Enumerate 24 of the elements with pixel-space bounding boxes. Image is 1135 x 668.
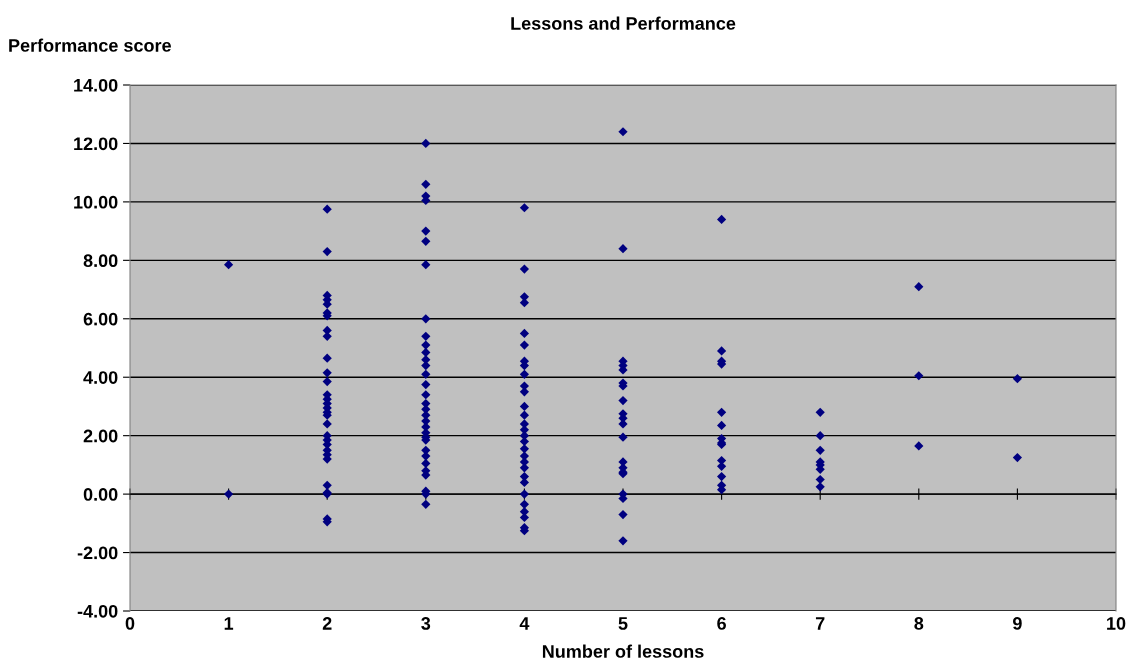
y-tick-label: 14.00 [74, 78, 118, 92]
y-tick-label: 10.00 [74, 195, 118, 209]
y-tick-label: -2.00 [77, 546, 118, 560]
x-tick-label: 3 [421, 617, 431, 630]
x-tick-label: 2 [322, 617, 332, 630]
x-tick-label: 5 [618, 617, 628, 630]
x-axis-title: Number of lessons [542, 644, 704, 658]
x-tick-label: 7 [815, 617, 825, 630]
x-tick-label: 8 [914, 617, 924, 630]
chart-title: Lessons and Performance [511, 16, 736, 30]
x-tick-label: 6 [717, 617, 726, 630]
x-tick-label: 10 [1107, 617, 1126, 630]
y-tick-label: 2.00 [83, 429, 118, 443]
y-tick-label: 4.00 [83, 371, 118, 384]
y-tick-label: 0.00 [83, 488, 118, 501]
x-tick-label: 4 [519, 617, 530, 630]
x-tick-label: 0 [125, 617, 135, 630]
y-tick-label: 12.00 [74, 137, 118, 151]
x-tick-label: 1 [224, 617, 234, 630]
x-tick-label: 9 [1013, 617, 1022, 630]
y-axis-title: Performance score [9, 38, 171, 52]
y-tick-label: 6.00 [83, 312, 118, 326]
y-tick-label: -4.00 [77, 604, 118, 618]
y-tick-label: 8.00 [83, 254, 118, 268]
